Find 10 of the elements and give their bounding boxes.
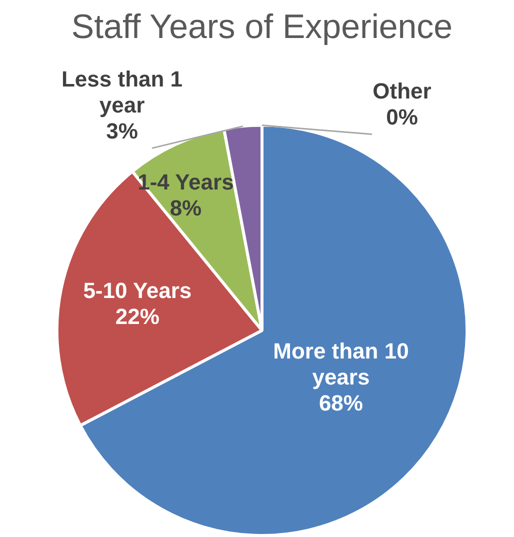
data-label: 68%: [318, 390, 363, 416]
text: 0%: [386, 104, 418, 130]
slice-label: More than 10 years: [273, 338, 409, 390]
data-label: 22%: [115, 304, 160, 329]
data-label: 3%: [106, 118, 138, 144]
data-label: 8%: [170, 196, 202, 221]
chart-title: Staff Years of Experience: [71, 8, 453, 46]
slice-label: Less than 1 year: [61, 66, 183, 118]
category-label: Other: [372, 78, 432, 104]
slice-label: 5-10 Years: [83, 278, 192, 303]
